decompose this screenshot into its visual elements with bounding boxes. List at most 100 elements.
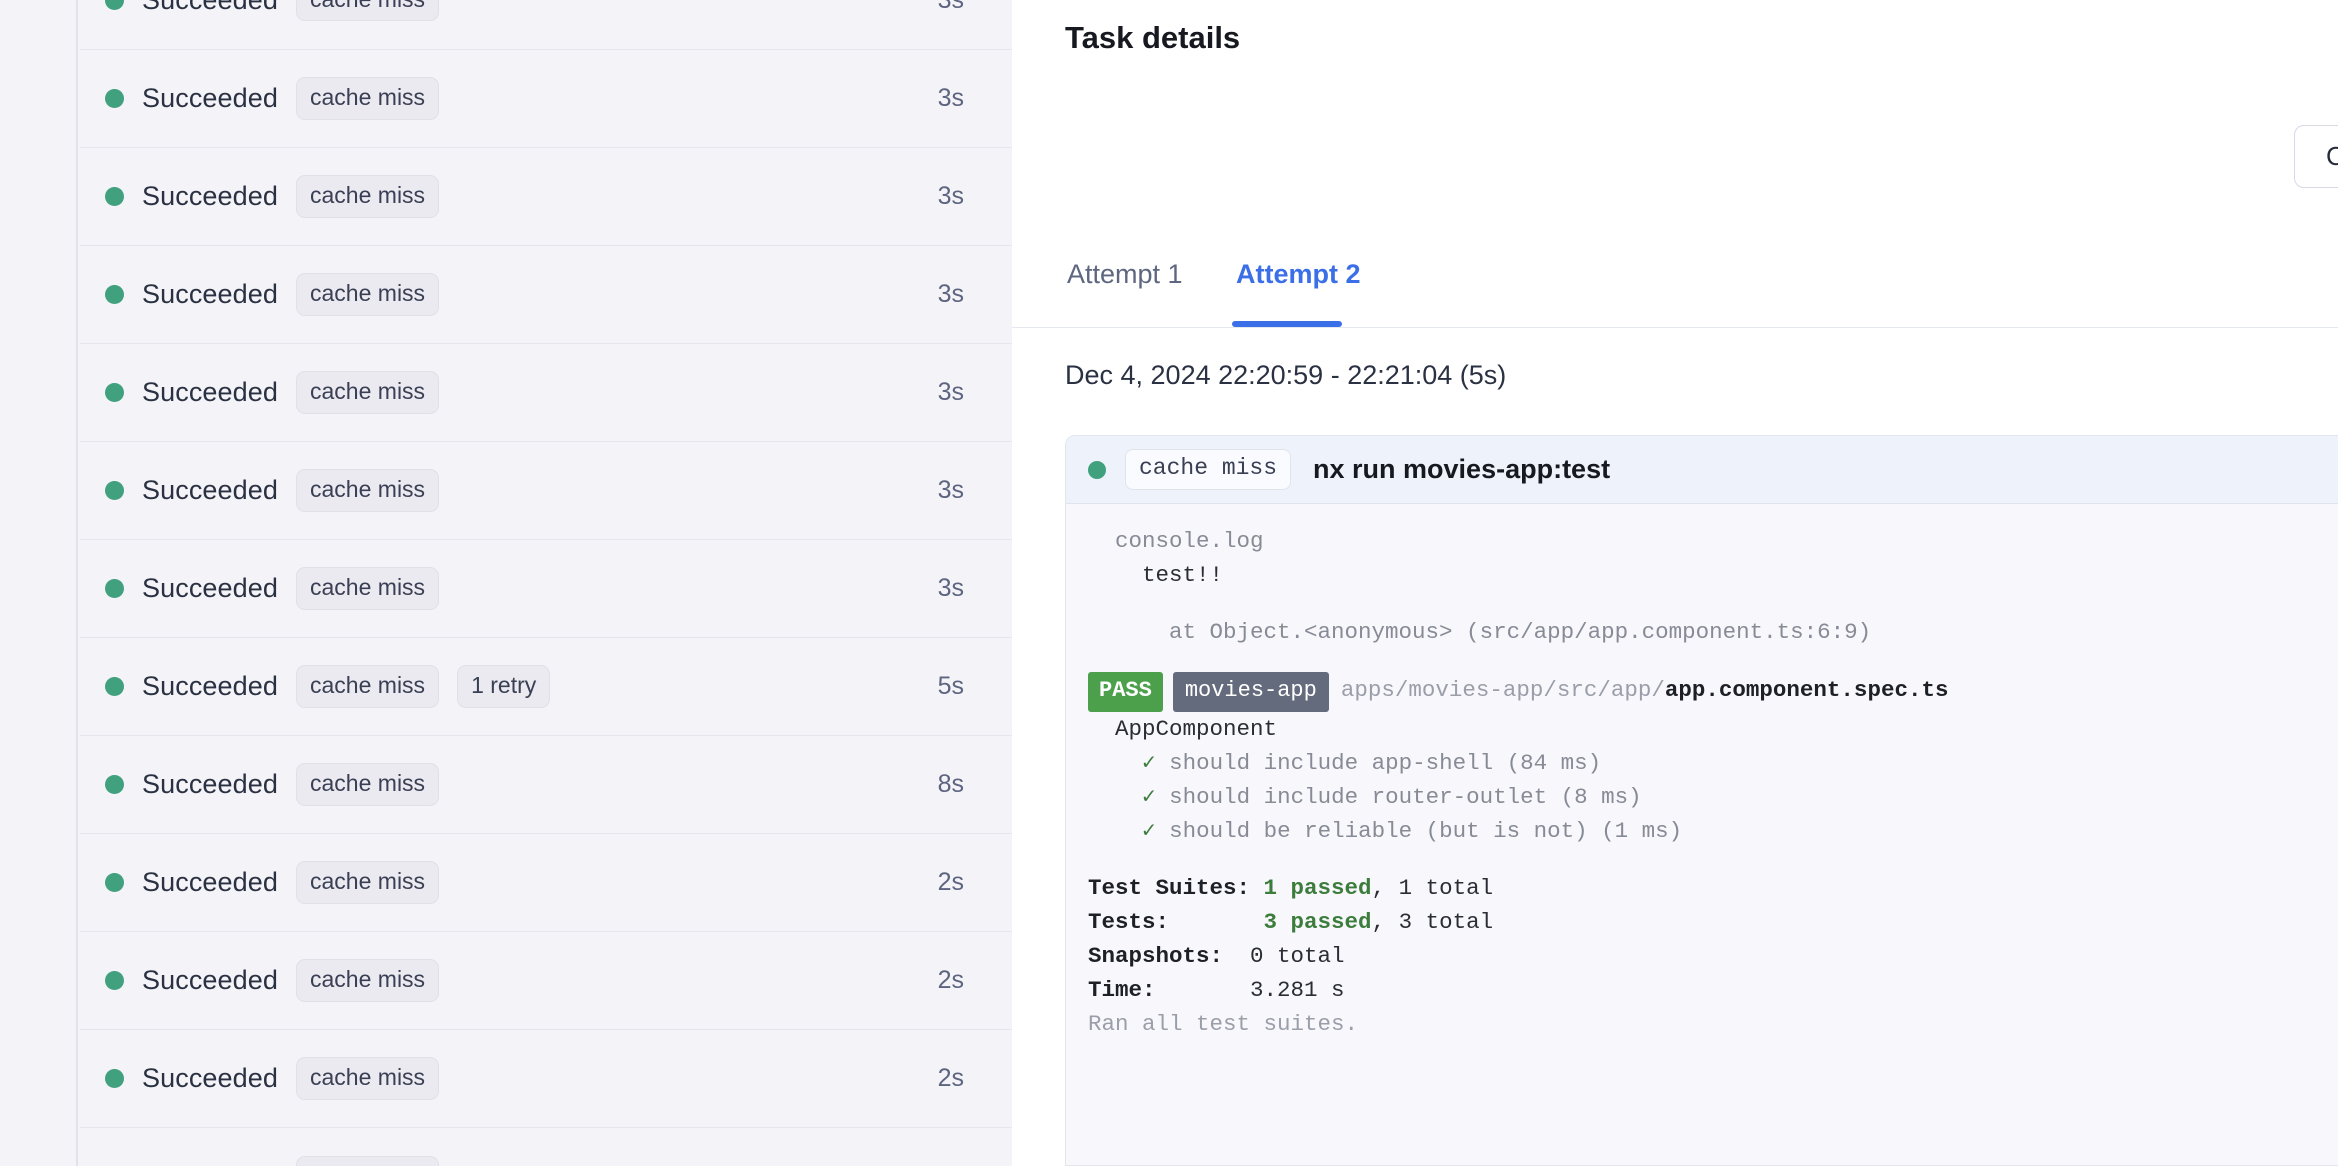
log-suite-name: AppComponent [1115, 716, 1278, 742]
cache-status-badge: cache miss [296, 1155, 440, 1166]
success-dot-icon [105, 187, 124, 206]
task-row-content: Succeeded cache miss 3s [80, 442, 1012, 540]
task-row[interactable]: Succeeded cache miss 3s [80, 50, 1012, 148]
log-blank-line [1088, 848, 2338, 871]
task-duration: 2s [937, 868, 964, 896]
task-status-label: Succeeded [142, 377, 279, 407]
success-dot-icon [105, 481, 124, 500]
task-status-label: Succeeded [142, 965, 279, 995]
log-blank-line [1088, 592, 2338, 615]
task-command-label: nx run movies-app:test [1313, 454, 1611, 484]
log-stack-trace: at Object.<anonymous> (src/app/app.compo… [1088, 619, 1872, 645]
task-duration: 2s [937, 966, 964, 994]
task-duration: 3s [937, 280, 964, 308]
terminal-log: console.log test!! at Object.<anonymous>… [1066, 504, 2338, 1059]
cache-status-badge: cache miss [296, 175, 440, 218]
success-dot-icon [105, 873, 124, 892]
success-dot-icon [1088, 460, 1106, 479]
log-console-label: console.log [1088, 528, 1264, 554]
success-dot-icon [105, 579, 124, 598]
task-row-content: Succeeded cache miss 2s [80, 932, 1012, 1030]
active-tab-underline [1232, 321, 1342, 327]
task-status-label: Succeeded [142, 83, 279, 113]
log-test-case-3: ✓ should be reliable (but is not) (1 ms) [1142, 818, 1683, 844]
success-dot-icon [105, 0, 124, 10]
task-row[interactable]: Succeeded cache miss 2s [80, 932, 1012, 1030]
task-row-content: Succeeded cache miss 3s [80, 540, 1012, 638]
task-status-label: Succeeded [142, 573, 279, 603]
task-details-pane: Task details Compare to similar tasks At… [1012, 0, 2338, 1166]
retry-count-badge: 1 retry [457, 665, 551, 708]
task-row-content: Succeeded cache miss 3s [80, 50, 1012, 148]
task-row[interactable]: Succeeded cache miss [80, 1128, 1012, 1166]
success-dot-icon [105, 1069, 124, 1088]
attempt-timestamp: Dec 4, 2024 22:20:59 - 22:21:04 (5s) [1065, 360, 1507, 390]
task-row-content: Succeeded cache miss 3s [80, 148, 1012, 246]
log-result-line: PASS movies-app apps/movies-app/src/app/ap… [1088, 672, 2338, 712]
success-dot-icon [105, 383, 124, 402]
task-row[interactable]: Succeeded cache miss 3s [80, 0, 1012, 50]
terminal-header[interactable]: cache miss nx run movies-app:test [1066, 436, 2338, 504]
task-status-label: Succeeded [142, 671, 279, 701]
log-test-case-1: ✓ should include app-shell (84 ms) [1142, 750, 1602, 776]
cache-status-badge: cache miss [296, 763, 440, 806]
task-row[interactable]: Succeeded cache miss 2s [80, 834, 1012, 932]
log-footer: Ran all test suites. [1088, 1011, 1359, 1037]
cache-status-badge: cache miss [296, 77, 440, 120]
task-status-label: Succeeded [142, 181, 279, 211]
task-row[interactable]: Succeeded cache miss 3s [80, 344, 1012, 442]
task-duration: 2s [937, 1064, 964, 1092]
log-console-message: test!! [1142, 562, 1224, 588]
task-status-label: Succeeded [142, 769, 279, 799]
task-status-label: Succeeded [142, 1162, 278, 1166]
task-duration: 3s [937, 182, 964, 210]
task-status-label: Succeeded [142, 0, 278, 16]
task-list: Succeeded cache miss 3s Succeeded cache miss… [80, 0, 1012, 1166]
log-summary-1: Test Suites: 1 passed, 1 total [1088, 875, 1494, 901]
task-row[interactable]: Succeeded cache miss 3s [80, 442, 1012, 540]
terminal-output-card: cache miss nx run movies-app:test consol… [1065, 435, 2338, 1166]
task-status-label: Succeeded [142, 279, 279, 309]
cache-status-badge: cache miss [296, 567, 440, 610]
compare-to-similar-tasks-button[interactable]: Compare to similar tasks [2294, 125, 2338, 188]
log-summary-3: Snapshots: 0 total [1088, 943, 1345, 969]
task-row[interactable]: Succeeded cache miss 1 retry 5s [80, 638, 1012, 736]
page-title: Task details [1065, 20, 1241, 55]
tab-attempt-1[interactable]: Attempt 1 [1065, 250, 1185, 328]
task-status-label: Succeeded [142, 475, 279, 505]
cache-status-badge: cache miss [296, 1057, 440, 1100]
task-row[interactable]: Succeeded cache miss 3s [80, 540, 1012, 638]
task-row[interactable]: Succeeded cache miss 3s [80, 246, 1012, 344]
cache-status-badge: cache miss [1125, 448, 1292, 491]
cache-status-badge: cache miss [296, 861, 440, 904]
task-row-content: Succeeded cache miss 3s [80, 0, 1012, 49]
success-dot-icon [105, 285, 124, 304]
log-summary-2: Tests: 3 passed, 3 total [1088, 909, 1494, 935]
task-row[interactable]: Succeeded cache miss 3s [80, 148, 1012, 246]
left-gutter [0, 0, 78, 1166]
success-dot-icon [105, 677, 124, 696]
success-dot-icon [105, 775, 124, 794]
task-row[interactable]: Succeeded cache miss 2s [80, 1030, 1012, 1128]
cache-status-badge: cache miss [296, 371, 440, 414]
attempt-tabs: Attempt 1 Attempt 2 [1012, 250, 2338, 328]
task-row-content: Succeeded cache miss [80, 1128, 1012, 1166]
log-test-case-2: ✓ should include router-outlet (8 ms) [1142, 784, 1642, 810]
log-blank-line [1088, 649, 2338, 672]
task-row-content: Succeeded cache miss 8s [80, 736, 1012, 834]
task-duration: 3s [937, 84, 964, 112]
task-row-content: Succeeded cache miss 3s [80, 246, 1012, 344]
success-dot-icon [105, 89, 124, 108]
log-summary-4: Time: 3.281 s [1088, 977, 1345, 1003]
task-row-content: Succeeded cache miss 3s [80, 344, 1012, 442]
cache-status-badge: cache miss [296, 273, 440, 316]
cache-status-badge: cache miss [296, 0, 440, 22]
cache-status-badge: cache miss [296, 959, 440, 1002]
task-row-content: Succeeded cache miss 1 retry 5s [80, 638, 1012, 736]
cache-status-badge: cache miss [296, 469, 440, 512]
task-row[interactable]: Succeeded cache miss 8s [80, 736, 1012, 834]
task-duration: 3s [938, 0, 964, 15]
task-duration: 3s [937, 476, 964, 504]
tab-attempt-2[interactable]: Attempt 2 [1234, 250, 1363, 328]
